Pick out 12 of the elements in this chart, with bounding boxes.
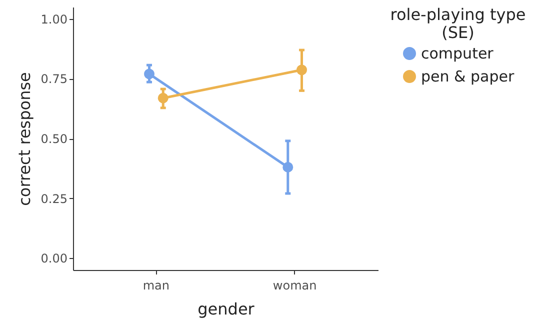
legend-title: role-playing type (SE) <box>390 5 526 42</box>
y-tick-label: 0.75 <box>40 72 68 86</box>
legend-label: computer <box>421 44 494 62</box>
y-tick-label: 0.50 <box>40 132 68 146</box>
y-axis-title: correct response <box>14 72 34 206</box>
x-tick-label: woman <box>272 278 317 292</box>
legend-label: pen & paper <box>421 68 515 86</box>
y-tick-label: 1.00 <box>40 12 68 26</box>
y-tick-label: 0.25 <box>40 192 68 206</box>
x-axis-title: gender <box>198 300 255 318</box>
y-tick-label: 0.00 <box>40 252 68 266</box>
x-tick-label: man <box>142 278 170 292</box>
